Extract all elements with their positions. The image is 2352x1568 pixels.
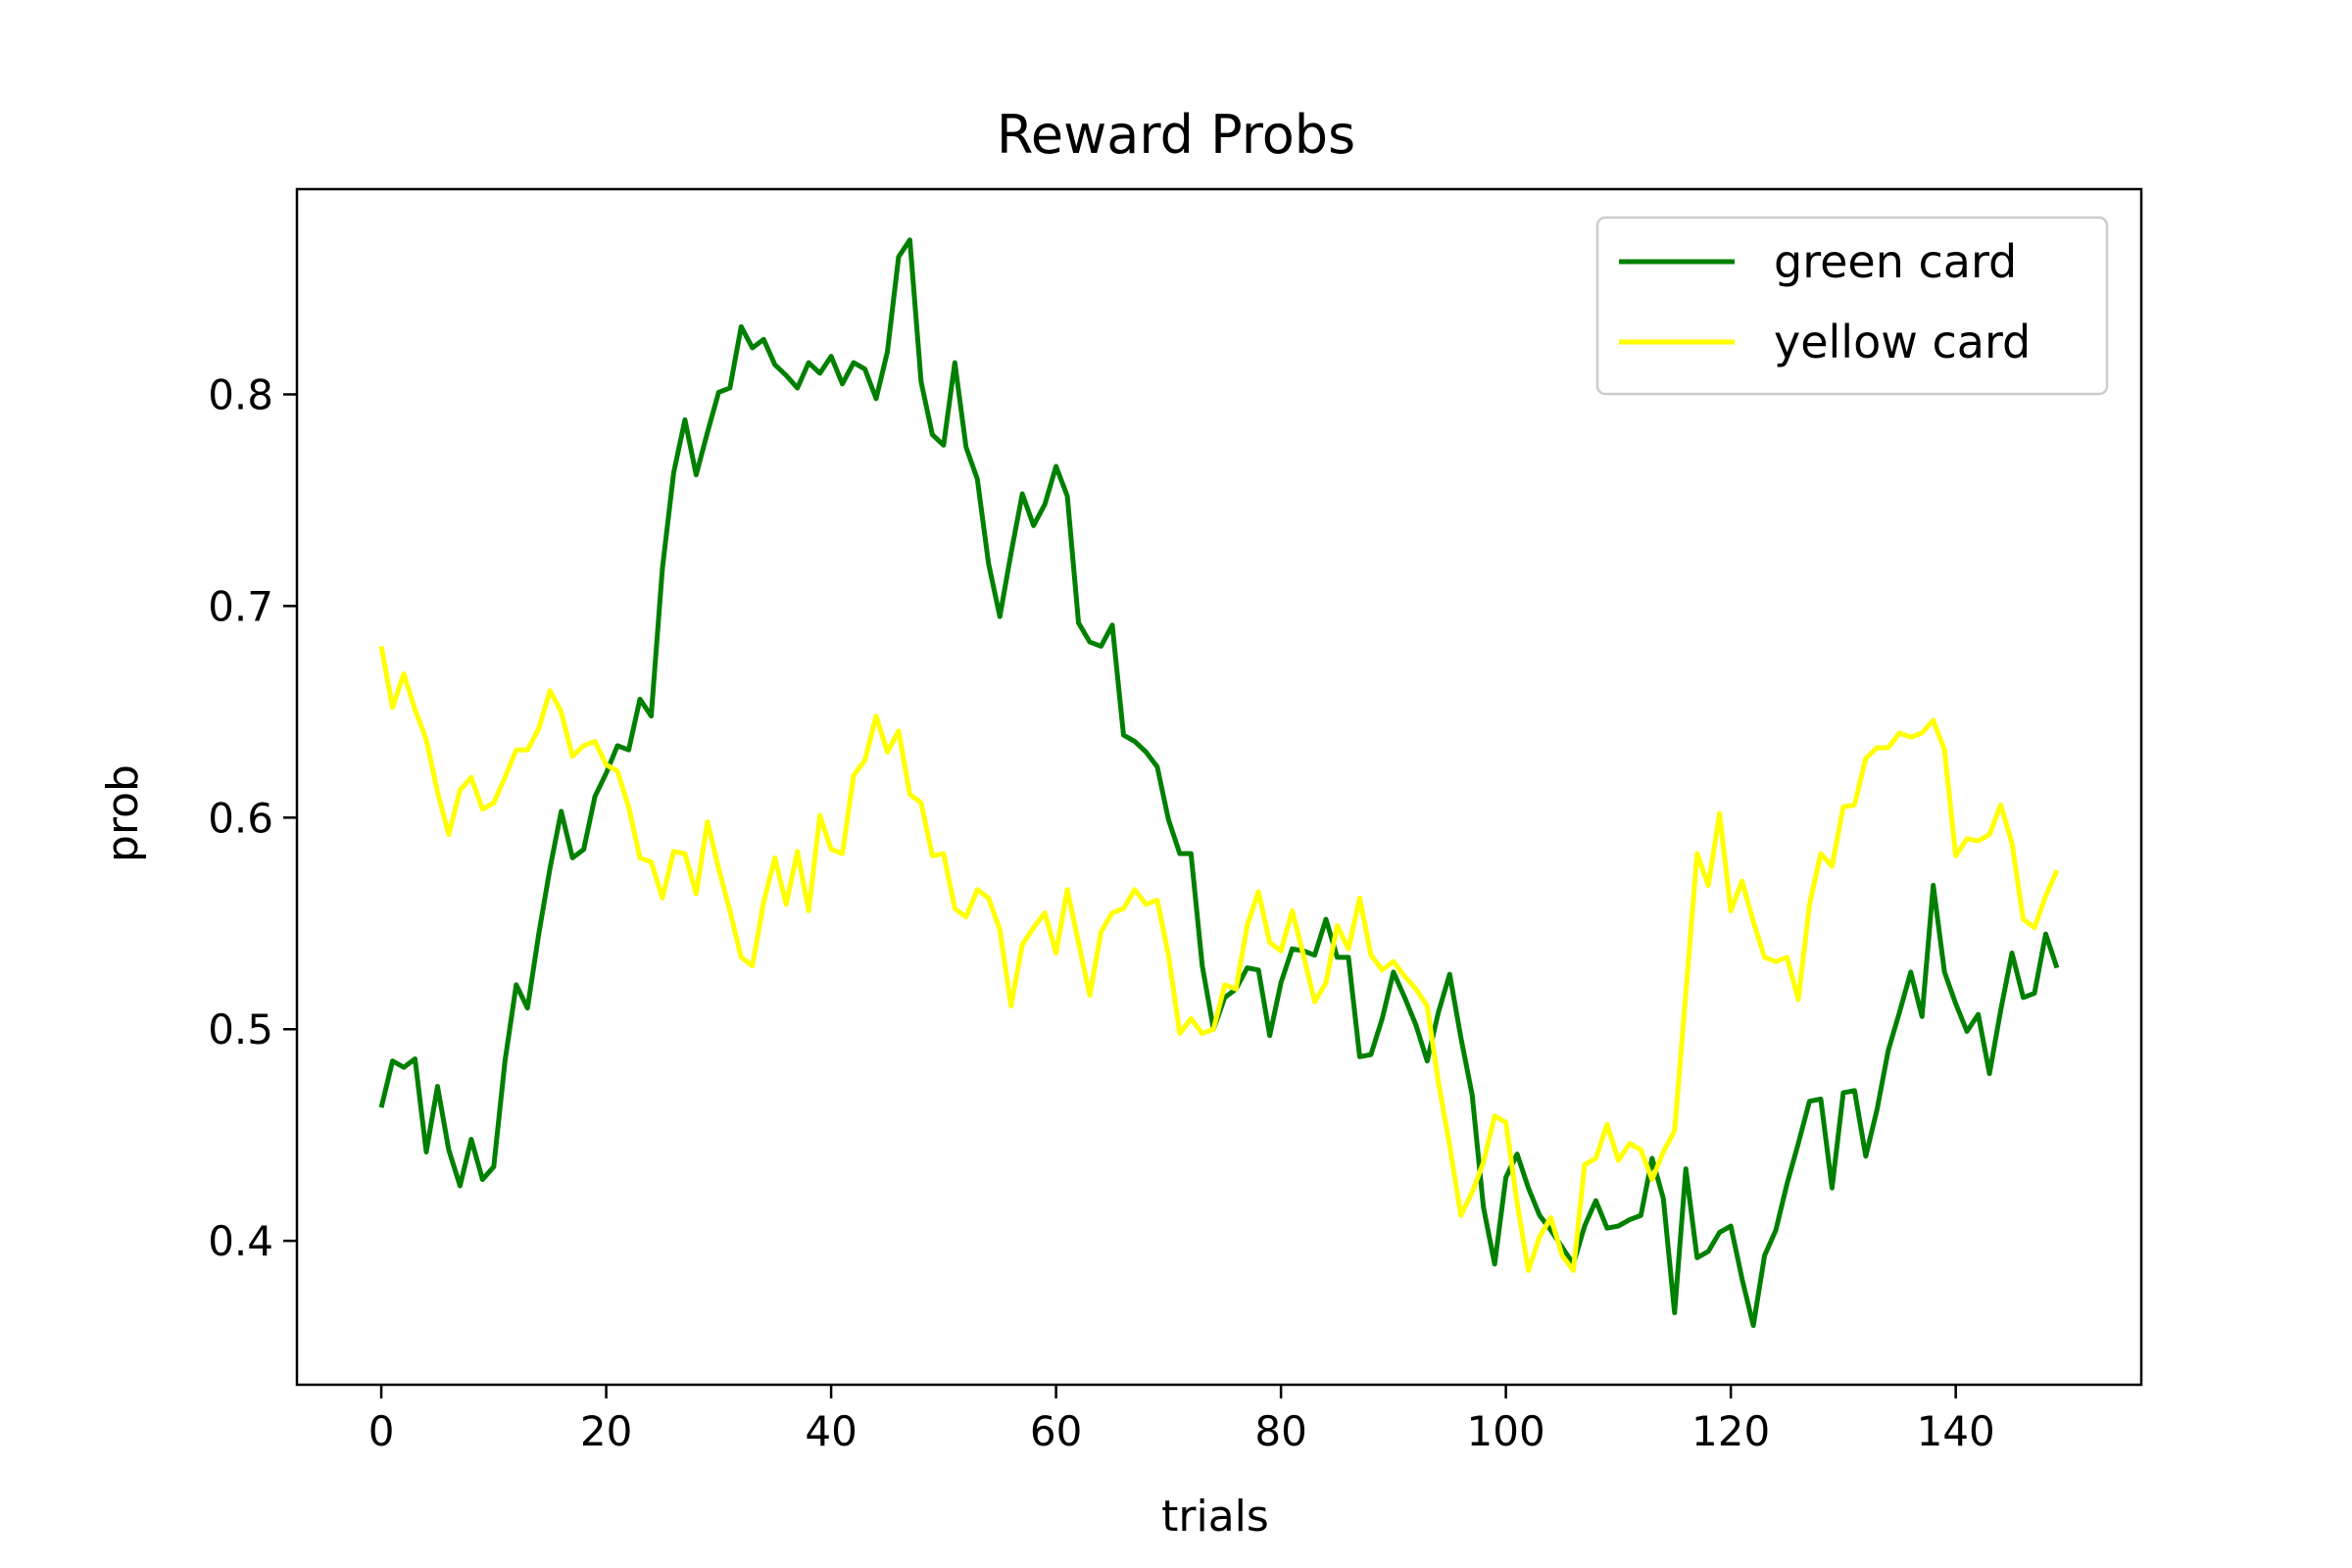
x-tick-label: 140 — [1917, 1407, 1995, 1455]
y-tick-label: 0.7 — [208, 582, 273, 630]
x-tick-label: 20 — [580, 1407, 632, 1455]
plot-frame — [295, 187, 2143, 1387]
x-axis-label: trials — [1161, 1492, 1269, 1542]
y-tick-label: 0.6 — [208, 794, 273, 842]
legend-label-green-card: green card — [1774, 235, 2017, 288]
x-tick-label: 0 — [368, 1407, 395, 1455]
x-tick-label: 80 — [1254, 1407, 1306, 1455]
x-tick-label: 60 — [1030, 1407, 1082, 1455]
chart-title: Reward Probs — [997, 104, 1355, 166]
y-axis-label: prob — [98, 764, 148, 862]
y-tick-label: 0.4 — [208, 1217, 273, 1265]
y-tick-label: 0.5 — [208, 1005, 273, 1054]
series-line-yellow-card — [378, 645, 2060, 1273]
x-tick-label: 40 — [805, 1407, 857, 1455]
x-axis: 0 20 40 60 80 100 120 140 — [368, 1385, 1995, 1455]
legend-label-yellow-card: yellow card — [1774, 316, 2031, 368]
x-tick-label: 100 — [1467, 1407, 1545, 1455]
y-tick-label: 0.8 — [208, 370, 273, 418]
series-layer — [378, 237, 2060, 1329]
x-tick-label: 120 — [1691, 1407, 1770, 1455]
legend: green card yellow card — [1595, 216, 2109, 396]
plot-area — [295, 187, 2143, 1387]
y-axis: 0.4 0.5 0.6 0.7 0.8 — [208, 370, 297, 1265]
